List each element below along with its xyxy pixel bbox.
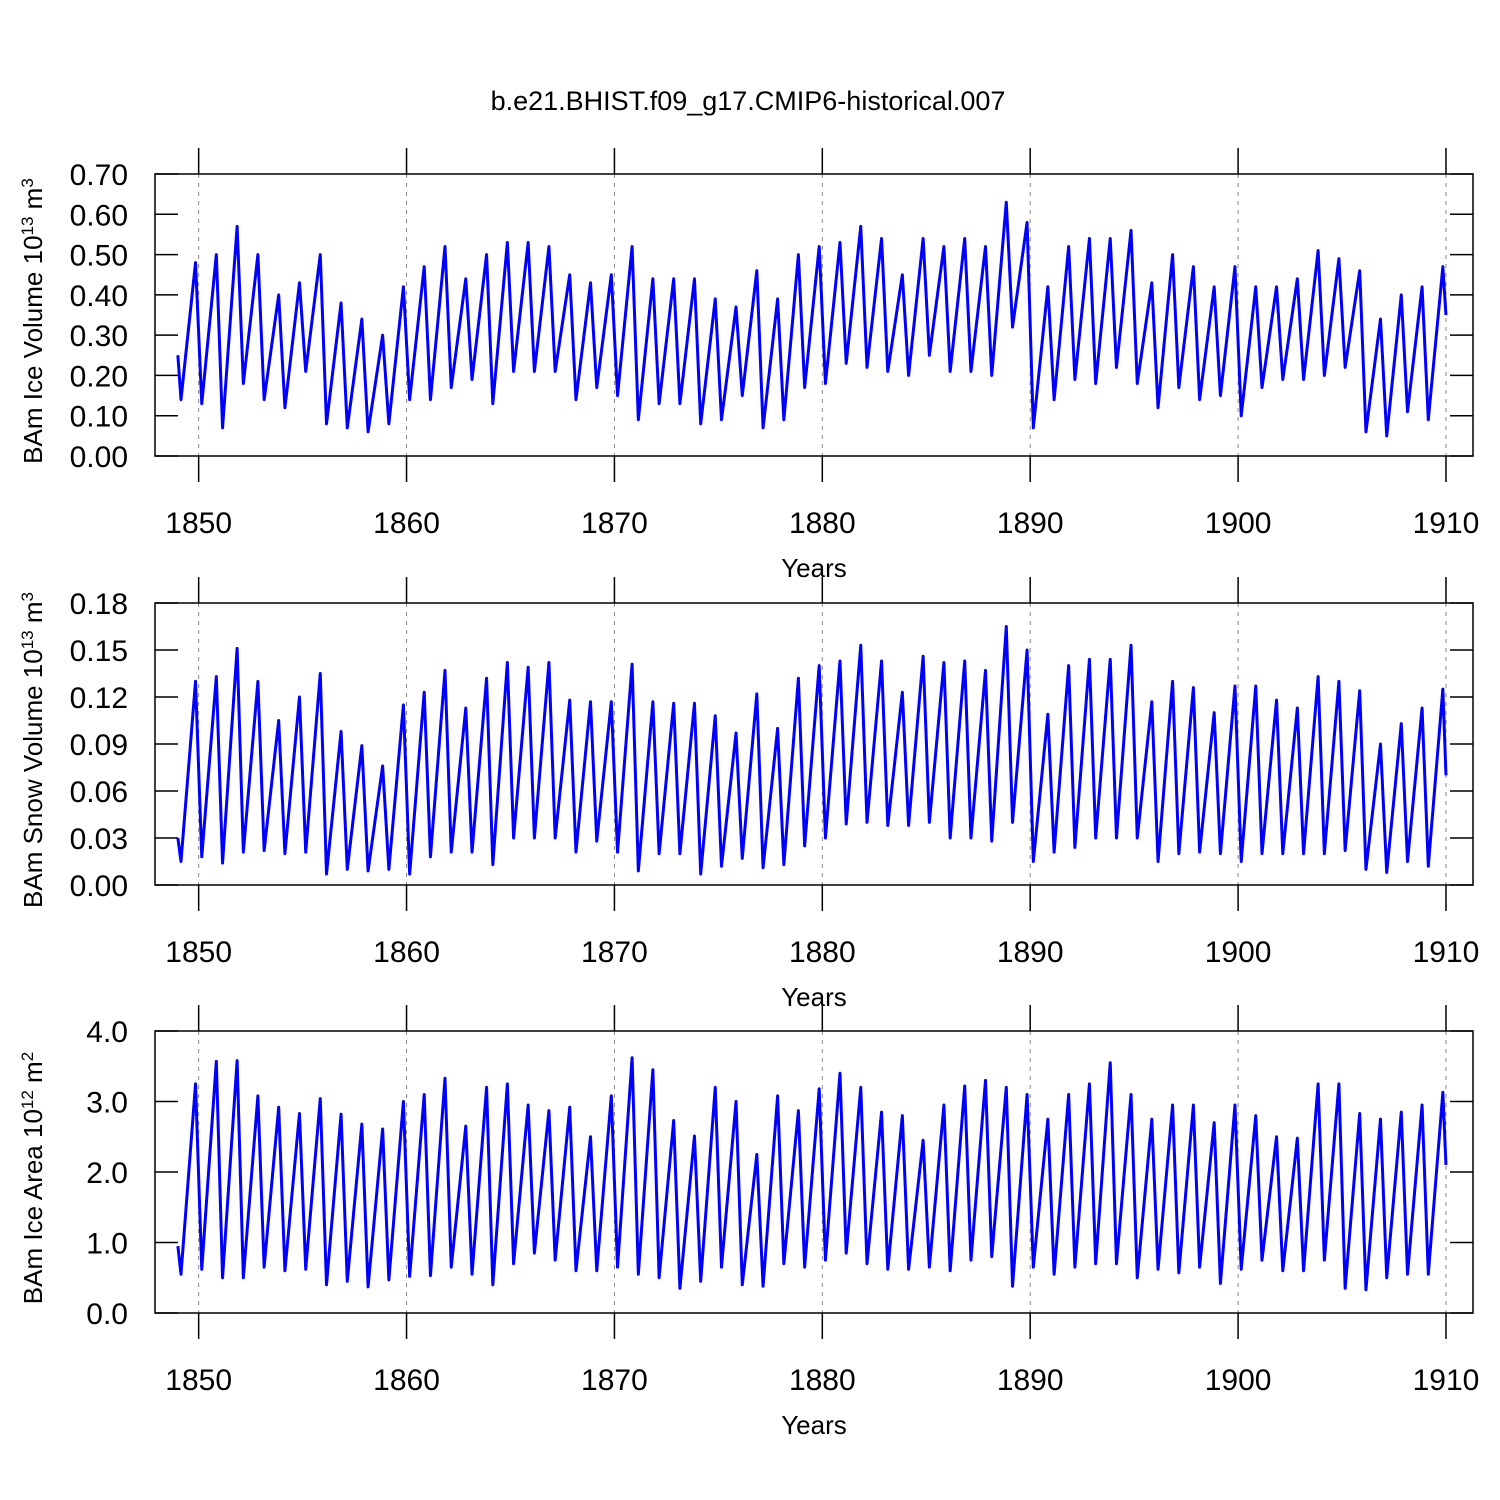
- y-tick-label: 2.0: [86, 1157, 128, 1190]
- y-tick-label: 0.18: [70, 588, 128, 621]
- plot-frame: [154, 1030, 1474, 1314]
- x-tick-label: 1880: [789, 936, 856, 969]
- y-axis-label: BAm Snow Volume 1013 m3: [18, 592, 49, 908]
- y-tick-label: 0.10: [70, 401, 128, 434]
- y-tick-label: 0.15: [70, 635, 128, 668]
- y-label-text: BAm Snow Volume 10: [18, 649, 48, 908]
- y-tick-label: 0.70: [70, 159, 128, 192]
- y-label-text: BAm Ice Area 10: [18, 1109, 48, 1304]
- y-label-unit-exponent: 3: [18, 178, 37, 187]
- x-tick-label: 1860: [373, 1364, 440, 1397]
- y-tick-label: 0.40: [70, 280, 128, 313]
- y-tick-label: 0.09: [70, 729, 128, 762]
- y-label-exponent: 13: [18, 630, 37, 649]
- y-axis-label: BAm Ice Area 1012 m2: [18, 1052, 49, 1304]
- y-tick-label: 3.0: [86, 1087, 128, 1120]
- x-tick-label: 1850: [165, 507, 232, 540]
- x-tick-label: 1910: [1413, 507, 1480, 540]
- x-tick-label: 1850: [165, 1364, 232, 1397]
- y-tick-label: 0.0: [86, 1298, 128, 1331]
- x-axis-label: Years: [781, 1410, 847, 1440]
- y-tick-label: 0.50: [70, 240, 128, 273]
- y-label-unit-exponent: 3: [18, 592, 37, 601]
- x-axis-label: Years: [781, 982, 847, 1012]
- x-tick-label: 1890: [997, 507, 1064, 540]
- x-tick-label: 1910: [1413, 1364, 1480, 1397]
- x-tick-label: 1870: [581, 507, 648, 540]
- y-tick-label: 1.0: [86, 1228, 128, 1261]
- x-axis-label: Years: [781, 553, 847, 583]
- y-tick-label: 0.03: [70, 823, 128, 856]
- x-tick-label: 1880: [789, 507, 856, 540]
- x-tick-label: 1860: [373, 507, 440, 540]
- y-label-unit: m: [18, 188, 48, 217]
- y-label-text: BAm Ice Volume 10: [18, 235, 48, 463]
- chart-title: b.e21.BHIST.f09_g17.CMIP6-historical.007: [491, 86, 1006, 116]
- x-tick-label: 1870: [581, 936, 648, 969]
- y-tick-label: 0.00: [70, 441, 128, 474]
- y-label-unit-exponent: 2: [18, 1052, 37, 1061]
- x-tick-label: 1850: [165, 936, 232, 969]
- y-tick-label: 0.30: [70, 320, 128, 353]
- plot-frame: [154, 602, 1474, 886]
- x-tick-label: 1890: [997, 936, 1064, 969]
- x-tick-label: 1860: [373, 936, 440, 969]
- x-tick-label: 1870: [581, 1364, 648, 1397]
- y-tick-label: 0.60: [70, 199, 128, 232]
- x-tick-label: 1890: [997, 1364, 1064, 1397]
- y-label-unit: m: [18, 601, 48, 630]
- x-tick-label: 1900: [1205, 507, 1272, 540]
- y-tick-label: 4.0: [86, 1016, 128, 1049]
- data-line: [176, 1056, 1448, 1292]
- y-tick-label: 0.00: [70, 870, 128, 903]
- y-tick-label: 0.06: [70, 776, 128, 809]
- y-tick-label: 0.20: [70, 360, 128, 393]
- x-tick-label: 1900: [1205, 1364, 1272, 1397]
- data-line: [176, 625, 1448, 876]
- y-label-exponent: 13: [18, 217, 37, 236]
- y-label-unit: m: [18, 1061, 48, 1090]
- plot-frame: [154, 173, 1474, 457]
- data-line: [176, 200, 1448, 438]
- y-label-exponent: 12: [18, 1090, 37, 1109]
- x-tick-label: 1900: [1205, 936, 1272, 969]
- x-tick-label: 1910: [1413, 936, 1480, 969]
- y-tick-label: 0.12: [70, 682, 128, 715]
- y-axis-label: BAm Ice Volume 1013 m3: [18, 178, 49, 464]
- x-tick-label: 1880: [789, 1364, 856, 1397]
